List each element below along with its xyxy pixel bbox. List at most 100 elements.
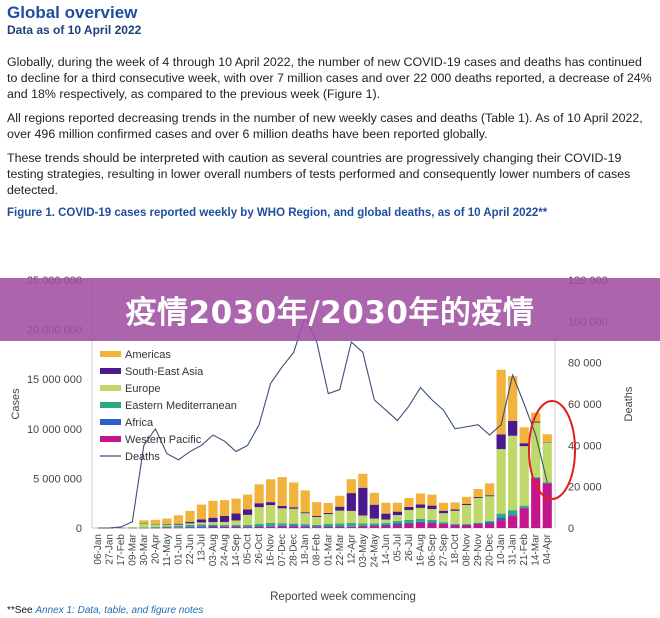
y2-tick-label: 40 000 (568, 440, 602, 452)
bar-eastern-mediterranean (473, 522, 483, 524)
bar-americas (346, 479, 356, 494)
bar-africa (508, 515, 518, 517)
bar-europe (392, 515, 403, 522)
bar-western-pacific (496, 520, 506, 528)
bar-africa (173, 527, 184, 528)
bar-south-east-asia (312, 515, 322, 517)
bar-south-east-asia (438, 510, 449, 514)
banner-text: 疫情2030年/2030年的疫情 (125, 295, 535, 331)
x-tick-label: 20-Dec (485, 534, 496, 566)
bar-africa (381, 525, 391, 527)
x-tick-label: 14-Mar (531, 533, 542, 565)
bar-americas (254, 484, 264, 504)
bar-europe (208, 522, 218, 525)
bar-western-pacific (450, 525, 460, 528)
x-tick-label: 27-Jan (104, 534, 115, 565)
bar-africa (485, 522, 495, 525)
bar-south-east-asia (208, 517, 218, 523)
bar-americas (173, 515, 184, 524)
x-tick-label: 14-Jun (381, 534, 392, 565)
bar-eastern-mediterranean (485, 521, 495, 523)
bar-europe (196, 522, 207, 525)
bar-europe (139, 522, 149, 528)
bar-western-pacific (381, 526, 391, 528)
bar-western-pacific (242, 527, 253, 528)
y2-axis-label: Deaths (623, 386, 635, 421)
bar-eastern-mediterranean (404, 519, 414, 523)
bar-eastern-mediterranean (508, 510, 518, 516)
legend-swatch (100, 402, 121, 408)
bar-western-pacific (173, 527, 184, 529)
bar-eastern-mediterranean (346, 522, 356, 527)
x-tick-label: 14-Sep (231, 534, 242, 567)
bar-europe (323, 514, 333, 525)
bar-south-east-asia (300, 512, 310, 514)
bar-europe (277, 508, 287, 524)
bar-western-pacific (473, 524, 483, 528)
bar-africa (450, 524, 460, 526)
bar-europe (404, 509, 414, 520)
bar-africa (404, 522, 414, 525)
page-subtitle: Data as of 10 April 2022 (7, 23, 142, 37)
bar-western-pacific (461, 525, 472, 528)
bar-eastern-mediterranean (231, 524, 241, 527)
bar-south-east-asia (415, 504, 426, 508)
bar-americas (231, 498, 241, 514)
bar-south-east-asia (450, 509, 460, 511)
bar-europe (335, 510, 345, 524)
bar-eastern-mediterranean (450, 523, 460, 525)
legend-label: Africa (125, 417, 154, 429)
bar-americas (312, 502, 322, 516)
bar-south-east-asia (508, 420, 518, 436)
bar-south-east-asia (473, 496, 483, 498)
bar-eastern-mediterranean (208, 524, 218, 527)
bar-south-east-asia (289, 507, 299, 509)
bar-south-east-asia (254, 503, 264, 508)
annex-link[interactable]: Annex 1: Data, table, and figure notes (35, 605, 204, 616)
bar-europe (358, 515, 368, 524)
legend-label: Eastern Mediterranean (125, 400, 237, 412)
bar-eastern-mediterranean (127, 527, 137, 529)
bar-africa (219, 526, 230, 527)
legend-label: South-East Asia (125, 366, 204, 378)
bar-western-pacific (369, 526, 379, 528)
bar-western-pacific (542, 483, 552, 528)
bar-africa (150, 527, 160, 529)
bar-eastern-mediterranean (277, 523, 287, 526)
x-tick-label: 24-May (369, 534, 380, 567)
bar-africa (323, 526, 333, 528)
bar-americas (196, 504, 207, 520)
bar-africa (208, 526, 218, 528)
x-tick-label: 09-Mar (127, 533, 138, 565)
bar-south-east-asia (266, 502, 276, 506)
bar-europe (369, 518, 379, 524)
bar-south-east-asia (242, 509, 253, 515)
bar-africa (415, 521, 426, 523)
bar-western-pacific (116, 527, 126, 529)
bar-eastern-mediterranean (519, 505, 529, 508)
bar-western-pacific (531, 478, 541, 528)
bar-western-pacific (508, 516, 518, 528)
x-tick-label: 01-Jun (173, 534, 184, 565)
bar-americas (473, 489, 483, 497)
bar-eastern-mediterranean (358, 523, 368, 526)
bar-eastern-mediterranean (381, 523, 391, 526)
bar-eastern-mediterranean (254, 524, 264, 527)
bar-south-east-asia (346, 493, 356, 511)
bar-eastern-mediterranean (312, 524, 322, 527)
bar-western-pacific (289, 526, 299, 528)
bar-south-east-asia (392, 511, 403, 516)
bar-europe (461, 504, 472, 524)
y2-tick-label: 60 000 (568, 399, 602, 411)
bar-western-pacific (162, 527, 172, 529)
y-tick-label: 15 000 000 (27, 374, 82, 386)
bar-eastern-mediterranean (392, 521, 403, 524)
x-tick-label: 05-Jul (392, 534, 403, 561)
paragraph-3: These trends should be interpreted with … (7, 151, 631, 197)
bar-eastern-mediterranean (438, 522, 449, 524)
bar-americas (139, 520, 149, 523)
bar-europe (266, 505, 276, 523)
bar-eastern-mediterranean (335, 523, 345, 527)
legend-label: Americas (125, 349, 171, 361)
bar-western-pacific (519, 508, 529, 528)
